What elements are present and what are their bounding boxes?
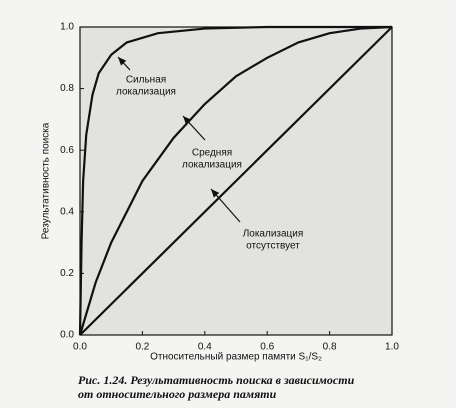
line	[78, 25, 392, 336]
annotation: Средняя	[192, 148, 232, 159]
annotation: Сильная	[126, 75, 166, 86]
line	[79, 26, 393, 336]
arrow	[117, 56, 131, 71]
caption: Рис. 1.24. Результативность поиска в зав…	[78, 373, 355, 387]
x-tick-label: 0.4	[198, 342, 212, 353]
arrow	[182, 115, 206, 141]
x-tick-label: 0.8	[323, 342, 337, 353]
annotation: локализация	[182, 160, 242, 171]
y-tick-label: 0.0	[60, 330, 74, 341]
x-tick-label: 0.2	[135, 342, 149, 353]
y-tick-label: 0.4	[60, 206, 74, 217]
caption: от относительного размера памяти	[78, 387, 277, 401]
arrow	[210, 188, 241, 223]
annotation: локализация	[116, 87, 176, 98]
y-tick-label: 0.6	[60, 145, 74, 156]
x-tick-label: 1.0	[385, 342, 399, 353]
y-axis-label: Результативность поиска	[41, 122, 52, 239]
y-tick-label: 0.8	[60, 83, 74, 94]
x-axis-label: Относительный размер памяти S₁/S₂	[150, 352, 322, 363]
y-tick-label: 0.2	[60, 268, 74, 279]
x-tick-label: 0.0	[73, 342, 87, 353]
x-tick-label: 0.6	[260, 342, 274, 353]
line	[78, 25, 393, 336]
y-tick-label: 1.0	[60, 22, 74, 33]
annotation: отсутствует	[246, 241, 300, 252]
annotation: Локализация	[243, 229, 304, 240]
